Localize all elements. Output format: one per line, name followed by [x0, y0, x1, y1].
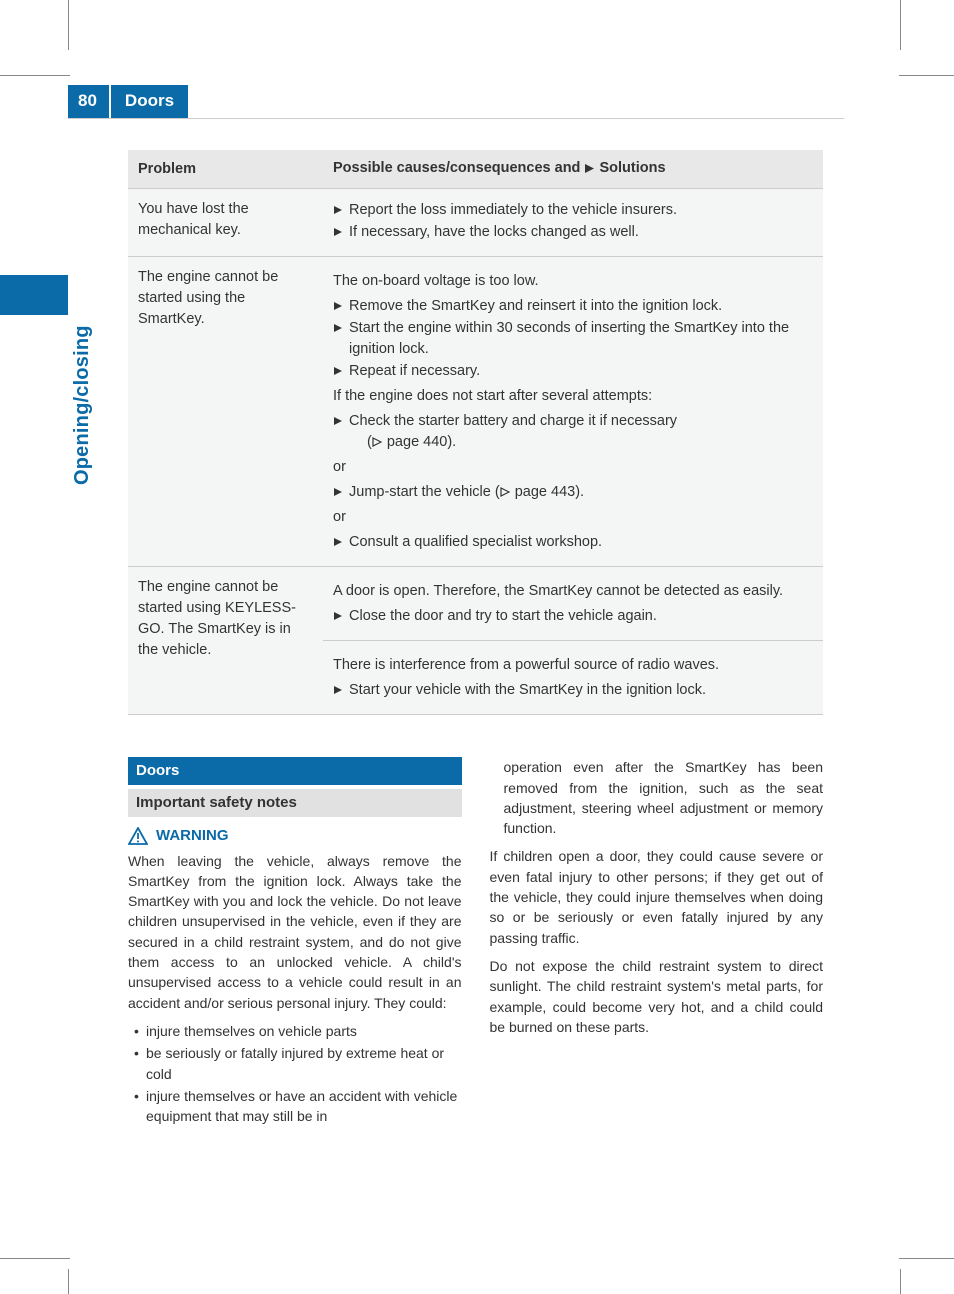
section-heading: Doors: [128, 757, 462, 785]
page-title: Doors: [111, 85, 188, 118]
list-item: injure themselves on vehicle parts: [134, 1021, 462, 1041]
solution-cell: A door is open. Therefore, the SmartKey …: [323, 567, 823, 641]
solution-step: Remove the SmartKey and reinsert it into…: [333, 296, 813, 317]
solution-step: Close the door and try to start the vehi…: [333, 606, 813, 627]
solution-or: or: [333, 457, 813, 478]
solution-step: Consult a qualified specialist workshop.: [333, 532, 813, 553]
crop-mark: [68, 1269, 69, 1294]
solution-cell: There is interference from a powerful so…: [323, 641, 823, 715]
paragraph: Do not expose the child restraint system…: [490, 956, 824, 1037]
triangle-icon: [333, 318, 343, 360]
header-text-pre: Possible causes/consequences and: [333, 160, 584, 176]
step-text: Remove the SmartKey and reinsert it into…: [349, 296, 813, 317]
solution-step: If necessary, have the locks changed as …: [333, 222, 813, 243]
step-text: Repeat if necessary.: [349, 361, 813, 382]
triangle-icon: [333, 680, 343, 701]
solution-text: A door is open. Therefore, the SmartKey …: [333, 581, 813, 602]
solution-cell: Report the loss immediately to the vehic…: [323, 189, 823, 257]
step-text: Report the loss immediately to the vehic…: [349, 200, 813, 221]
crop-mark: [0, 75, 70, 76]
triangle-icon: [333, 222, 343, 243]
warning-icon: [128, 827, 148, 845]
doors-section: Doors Important safety notes WARNING Whe…: [128, 757, 823, 1128]
table-header-solutions: Possible causes/consequences and Solutio…: [323, 150, 823, 189]
solution-step: Repeat if necessary.: [333, 361, 813, 382]
solution-text: The on-board voltage is too low.: [333, 271, 813, 292]
step-text: If necessary, have the locks changed as …: [349, 222, 813, 243]
triangle-icon: [333, 411, 343, 453]
paragraph: operation even after the SmartKey has be…: [490, 757, 824, 838]
solution-step: Start the engine within 30 seconds of in…: [333, 318, 813, 360]
paragraph: When leaving the vehicle, always remove …: [128, 851, 462, 1013]
solution-step: Start your vehicle with the SmartKey in …: [333, 680, 813, 701]
step-text: Consult a qualified specialist workshop.: [349, 532, 813, 553]
step-text: Close the door and try to start the vehi…: [349, 606, 813, 627]
solution-step: Check the starter battery and charge it …: [333, 411, 813, 453]
list-item: injure themselves or have an accident wi…: [134, 1086, 462, 1127]
paragraph: If children open a door, they could caus…: [490, 846, 824, 947]
triangle-icon: [333, 606, 343, 627]
solution-text: There is interference from a powerful so…: [333, 655, 813, 676]
content-area: Problem Possible causes/consequences and…: [128, 150, 823, 1128]
table-row: You have lost the mechanical key. Report …: [128, 189, 823, 257]
left-column: Doors Important safety notes WARNING Whe…: [128, 757, 462, 1128]
step-text: Jump-start the vehicle ( page 443).: [349, 482, 813, 503]
triangle-icon: [584, 159, 595, 180]
right-column: operation even after the SmartKey has be…: [490, 757, 824, 1128]
bullet-list: injure themselves on vehicle partsbe ser…: [128, 1021, 462, 1126]
side-tab-label: Opening/closing: [68, 325, 97, 485]
solution-or: or: [333, 507, 813, 528]
problem-cell: The engine cannot be started using KEYLE…: [128, 567, 323, 715]
warning-row: WARNING: [128, 825, 462, 847]
triangle-icon: [333, 200, 343, 221]
table-row: The engine cannot be started using KEYLE…: [128, 567, 823, 641]
table-row: The engine cannot be started using the S…: [128, 257, 823, 567]
crop-mark: [0, 1258, 70, 1259]
solution-text: If the engine does not start after sever…: [333, 386, 813, 407]
triangle-icon: [333, 361, 343, 382]
section-subheading: Important safety notes: [128, 789, 462, 817]
header-rule: [188, 85, 844, 118]
page-ref-icon: [372, 434, 383, 450]
step-text: Start the engine within 30 seconds of in…: [349, 318, 813, 360]
page-header: 80 Doors: [68, 85, 844, 119]
side-tab-bg: [0, 275, 68, 315]
solution-step: Jump-start the vehicle ( page 443).: [333, 482, 813, 503]
crop-mark: [899, 1258, 954, 1259]
crop-mark: [899, 75, 954, 76]
step-text: Check the starter battery and charge it …: [349, 411, 813, 453]
page-number: 80: [68, 85, 109, 118]
triangle-icon: [333, 482, 343, 503]
triangle-icon: [333, 532, 343, 553]
triangle-icon: [333, 296, 343, 317]
problem-cell: The engine cannot be started using the S…: [128, 257, 323, 567]
solution-step: Report the loss immediately to the vehic…: [333, 200, 813, 221]
table-header-problem: Problem: [128, 150, 323, 189]
crop-mark: [900, 0, 901, 50]
warning-label: WARNING: [156, 825, 229, 847]
crop-mark: [900, 1269, 901, 1294]
list-item: be seriously or fatally injured by extre…: [134, 1043, 462, 1084]
page-ref-icon: [500, 484, 511, 500]
step-text: Start your vehicle with the SmartKey in …: [349, 680, 813, 701]
header-text-post: Solutions: [595, 160, 665, 176]
solution-cell: The on-board voltage is too low. Remove t…: [323, 257, 823, 567]
problem-cell: You have lost the mechanical key.: [128, 189, 323, 257]
crop-mark: [68, 0, 69, 50]
troubleshooting-table: Problem Possible causes/consequences and…: [128, 150, 823, 715]
